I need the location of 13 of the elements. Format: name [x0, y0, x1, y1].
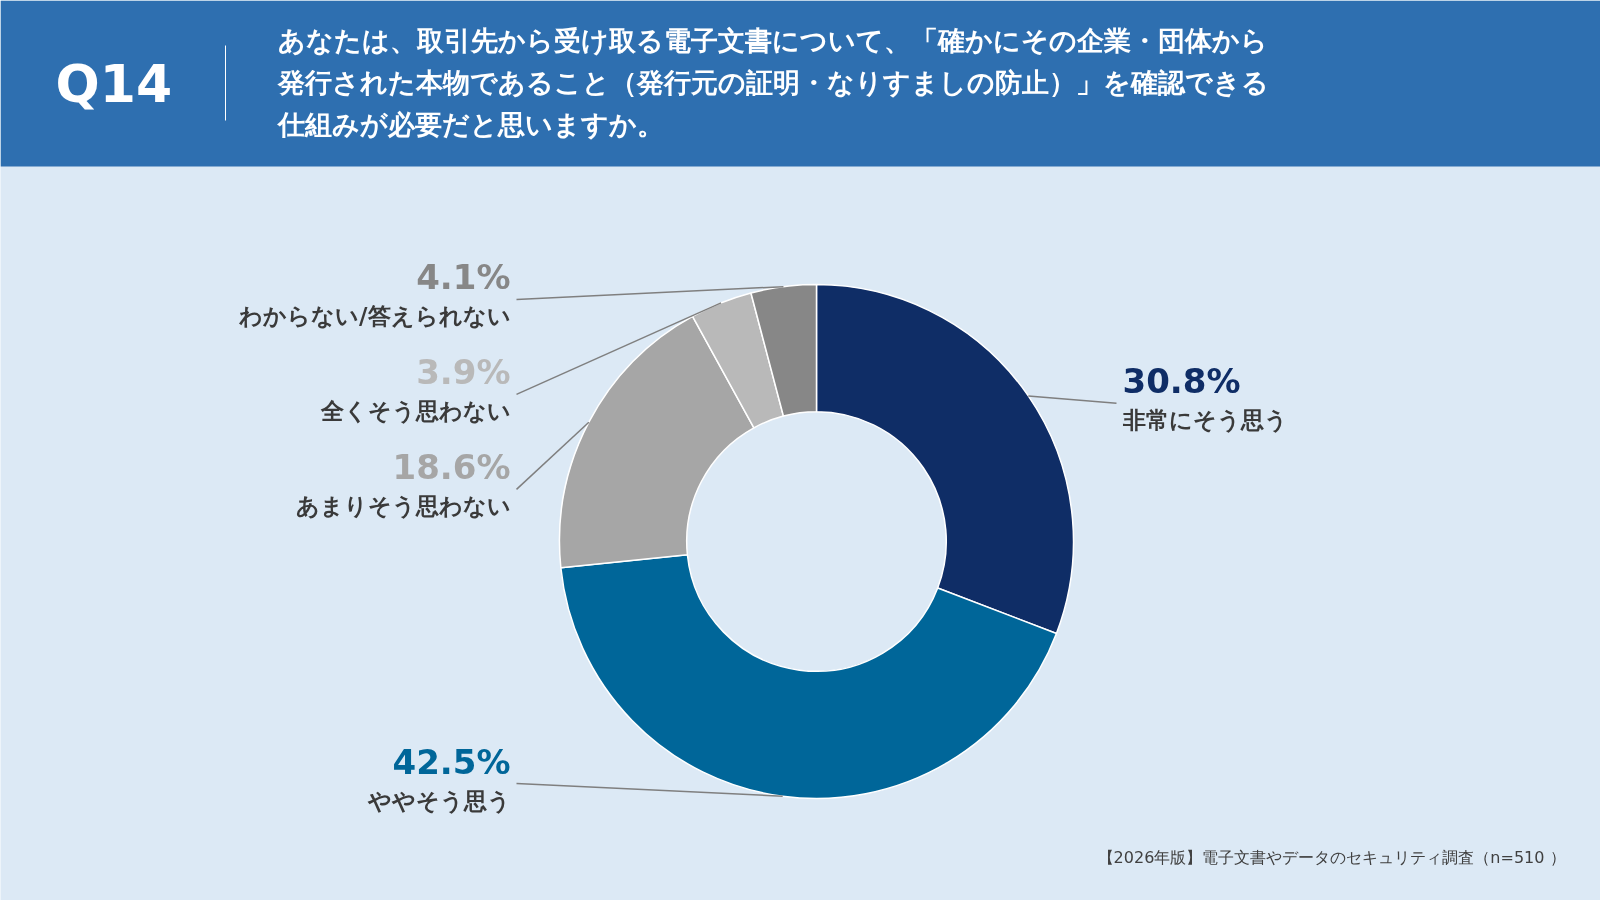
text: 【2026年版】電子文書やデータのセキュリティ調査（n=510 ）	[1097, 848, 1566, 867]
data-label: 42.5%	[392, 741, 511, 782]
data-label: 30.8%	[1122, 361, 1241, 402]
chart-subtitle: あなたは、取引先から受け取る電子文書について、「確かにその企業・団体から発行された本物であること（発行元の証明・なりすましの防止）」を確認できる仕組みが必要だと思いますか。	[276, 25, 1269, 140]
data-label: 18.6%	[392, 447, 511, 488]
data-label: 3.9%	[416, 352, 511, 393]
slice-label: 非常にそう思う	[1121, 407, 1288, 434]
slice-label: 全くそう思わない	[319, 398, 511, 425]
slice-label: わからない/答えられない	[238, 303, 511, 330]
slice-label: あまりそう思わない	[295, 493, 511, 520]
data-label: 4.1%	[416, 257, 511, 298]
slice-label: ややそう思う	[366, 787, 511, 814]
chart-title: Q14	[55, 53, 173, 114]
